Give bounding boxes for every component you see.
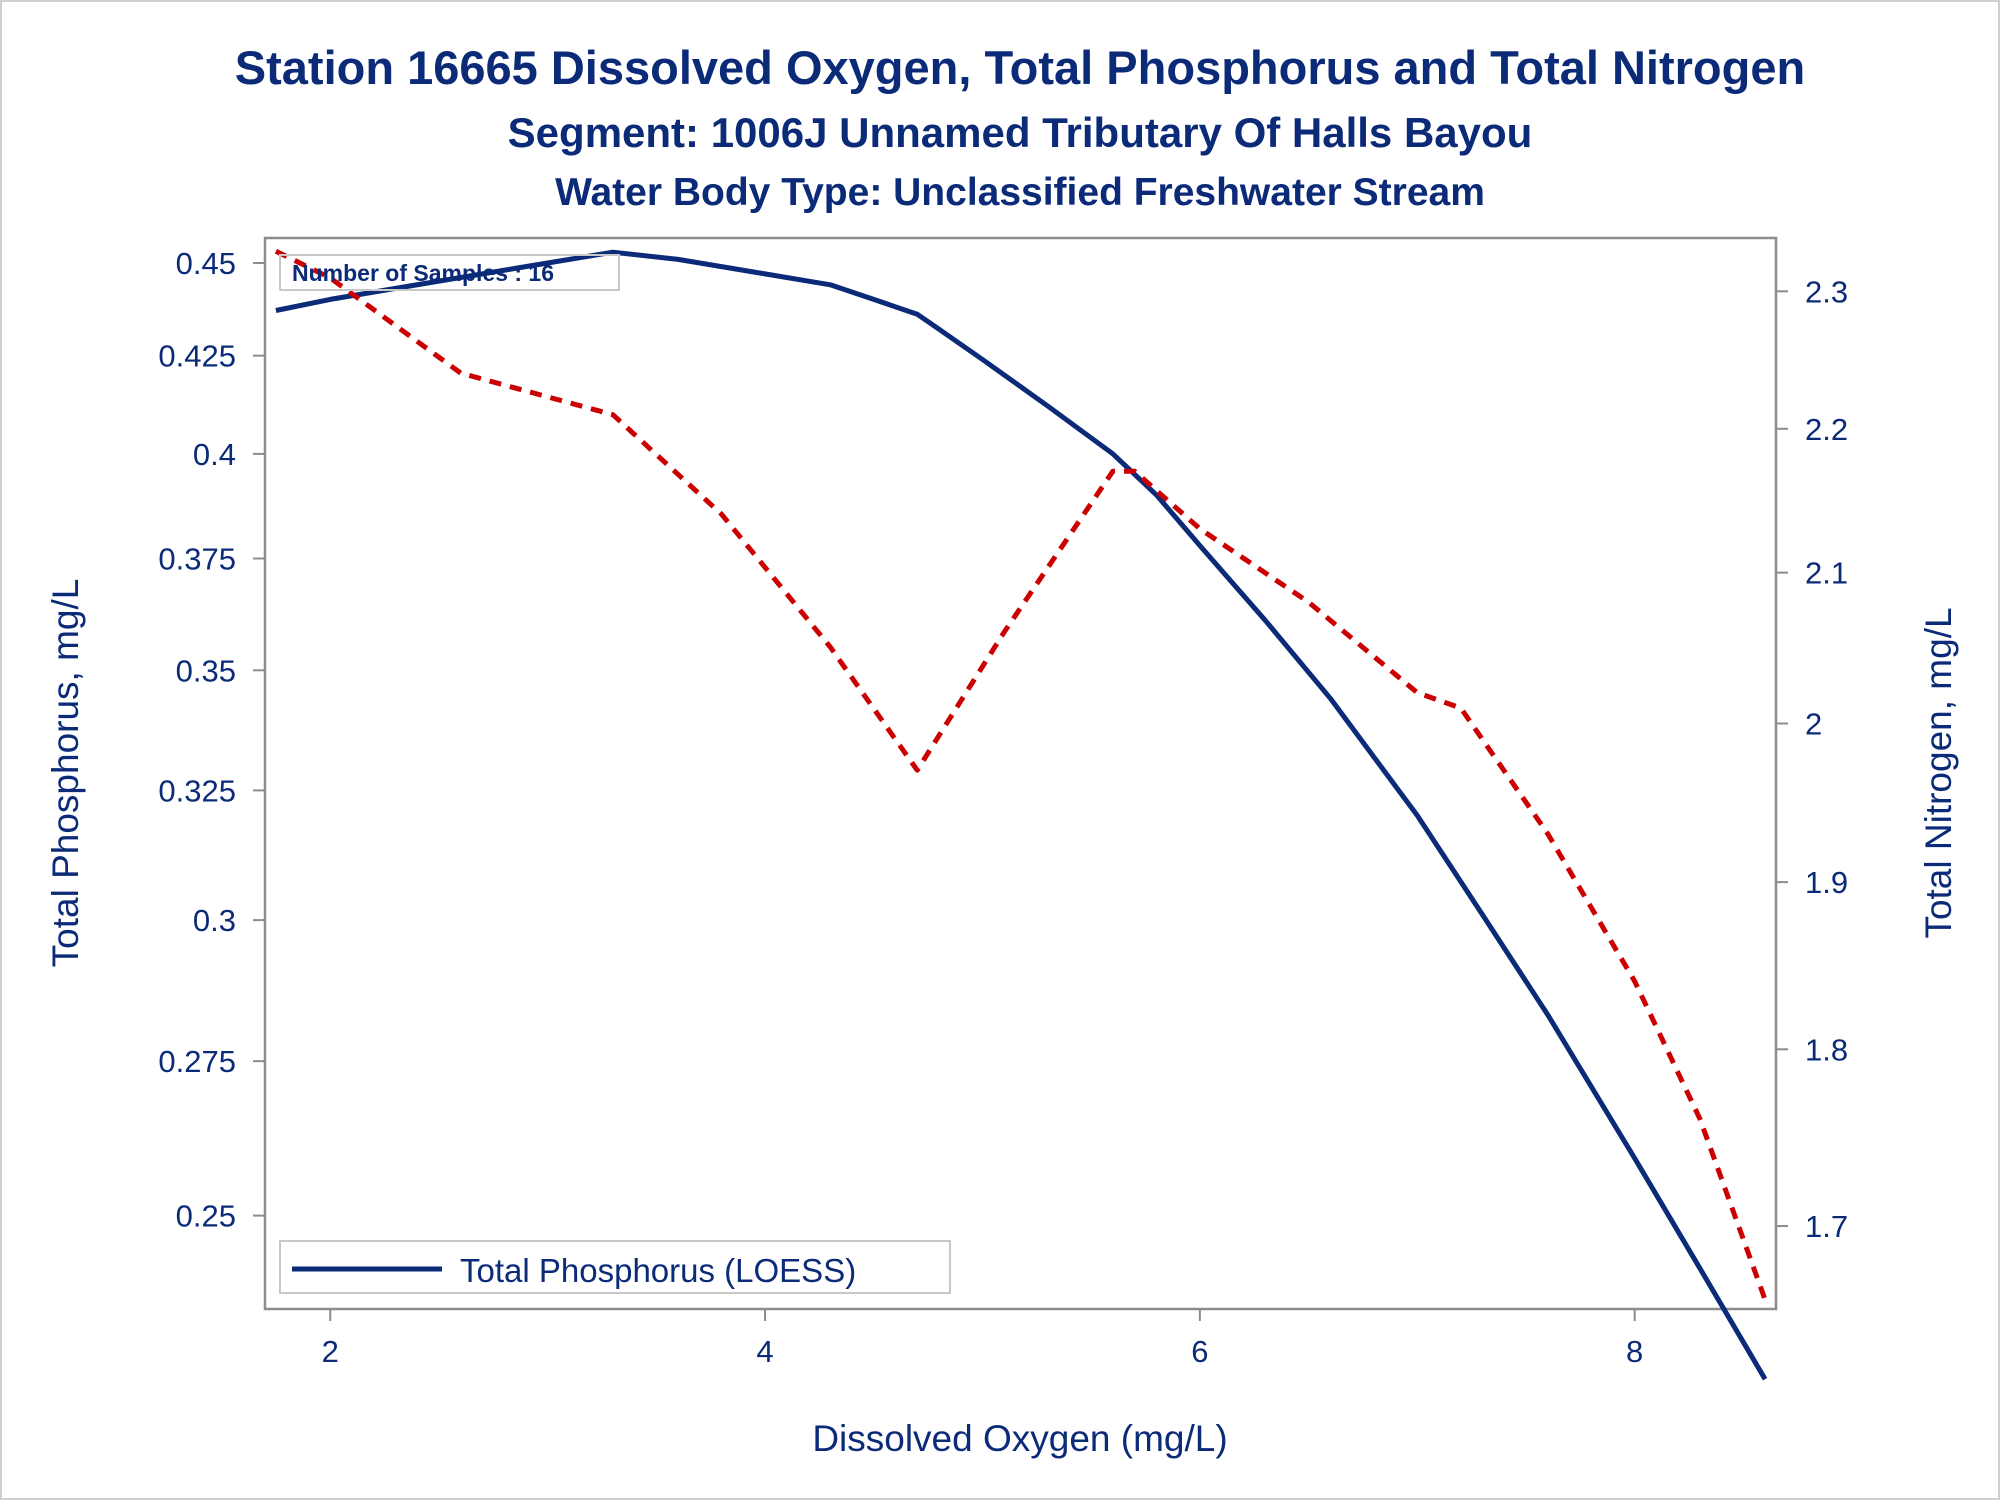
series-layer — [274, 248, 1768, 1381]
y-axis-right: 1.7 1.8 1.9 2 2.1 2.2 2.3 — [1776, 274, 1848, 1244]
y-axis-left-title: Total Phosphorus, mg/L — [45, 579, 86, 968]
y-left-tick-label: 0.325 — [158, 773, 236, 808]
y-left-tick-label: 0.275 — [158, 1044, 236, 1079]
legend-label-phosphorus: Total Phosphorus (LOESS) — [460, 1252, 856, 1289]
x-tick-label: 2 — [322, 1334, 339, 1369]
sample-count-text: Number of Samples : 16 — [292, 260, 554, 286]
x-tick-label: 4 — [756, 1334, 773, 1369]
x-axis: 2 4 6 8 — [322, 1309, 1643, 1369]
y-right-tick-label: 2 — [1805, 706, 1822, 741]
y-right-tick-label: 2.3 — [1805, 274, 1848, 309]
x-axis-title: Dissolved Oxygen (mg/L) — [812, 1418, 1227, 1459]
chart-title: Station 16665 Dissolved Oxygen, Total Ph… — [235, 41, 1805, 94]
chart-subtitle-2: Water Body Type: Unclassified Freshwater… — [555, 171, 1485, 214]
plot-area — [263, 236, 1778, 1311]
y-right-tick-label: 1.9 — [1805, 865, 1848, 900]
legend: Total Phosphorus (LOESS) — [279, 1240, 951, 1294]
chart-subtitle: Segment: 1006J Unnamed Tributary Of Hall… — [508, 109, 1533, 156]
y-left-tick-label: 0.375 — [158, 541, 236, 576]
series-line-total-phosphorus — [275, 249, 1768, 1381]
series-line-total-nitrogen — [274, 248, 1768, 1301]
y-left-tick-label: 0.35 — [176, 653, 236, 688]
x-tick-label: 6 — [1191, 1334, 1208, 1369]
y-right-tick-label: 2.2 — [1805, 412, 1848, 447]
sample-count-frame — [279, 254, 620, 291]
y-right-tick-label: 1.8 — [1805, 1032, 1848, 1067]
y-axis-left: 0.25 0.275 0.3 0.325 0.35 0.375 0.4 0.425 0.45 — [158, 246, 265, 1234]
y-left-tick-label: 0.4 — [193, 437, 236, 472]
y-right-tick-label: 2.1 — [1805, 556, 1848, 591]
y-left-tick-label: 0.45 — [176, 246, 236, 281]
y-right-tick-label: 1.7 — [1805, 1209, 1848, 1244]
y-axis-right-title: Total Nitrogen, mg/L — [1918, 607, 1959, 938]
y-left-tick-label: 0.3 — [193, 903, 236, 938]
sample-count-box: Number of Samples : 16 — [279, 254, 620, 291]
y-left-tick-label: 0.25 — [176, 1199, 236, 1234]
x-tick-label: 8 — [1626, 1334, 1643, 1369]
y-left-tick-label: 0.425 — [158, 339, 236, 374]
